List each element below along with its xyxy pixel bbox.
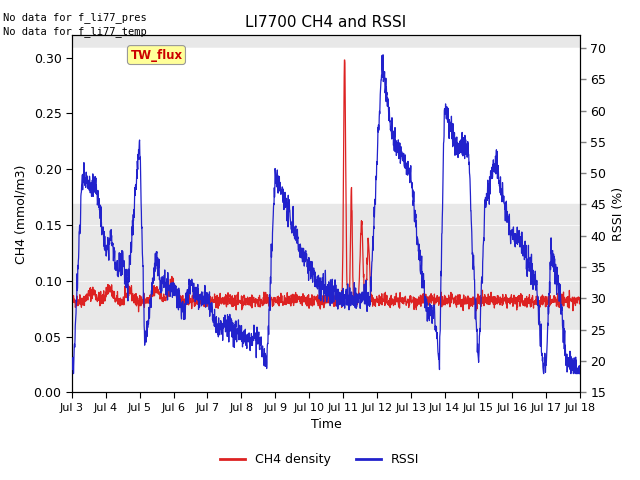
Title: LI7700 CH4 and RSSI: LI7700 CH4 and RSSI — [245, 15, 406, 30]
Legend: CH4 density, RSSI: CH4 density, RSSI — [216, 448, 424, 471]
Text: No data for f_li77_temp: No data for f_li77_temp — [3, 26, 147, 37]
X-axis label: Time: Time — [310, 419, 341, 432]
Bar — [72, 204, 580, 330]
Y-axis label: RSSI (%): RSSI (%) — [612, 187, 625, 241]
Text: TW_flux: TW_flux — [131, 48, 182, 61]
Bar — [72, 204, 580, 330]
Text: No data for f_li77_pres: No data for f_li77_pres — [3, 12, 147, 23]
Bar — [72, 48, 580, 204]
Bar — [72, 48, 580, 204]
Y-axis label: CH4 (mmol/m3): CH4 (mmol/m3) — [15, 164, 28, 264]
Bar — [72, 330, 580, 393]
